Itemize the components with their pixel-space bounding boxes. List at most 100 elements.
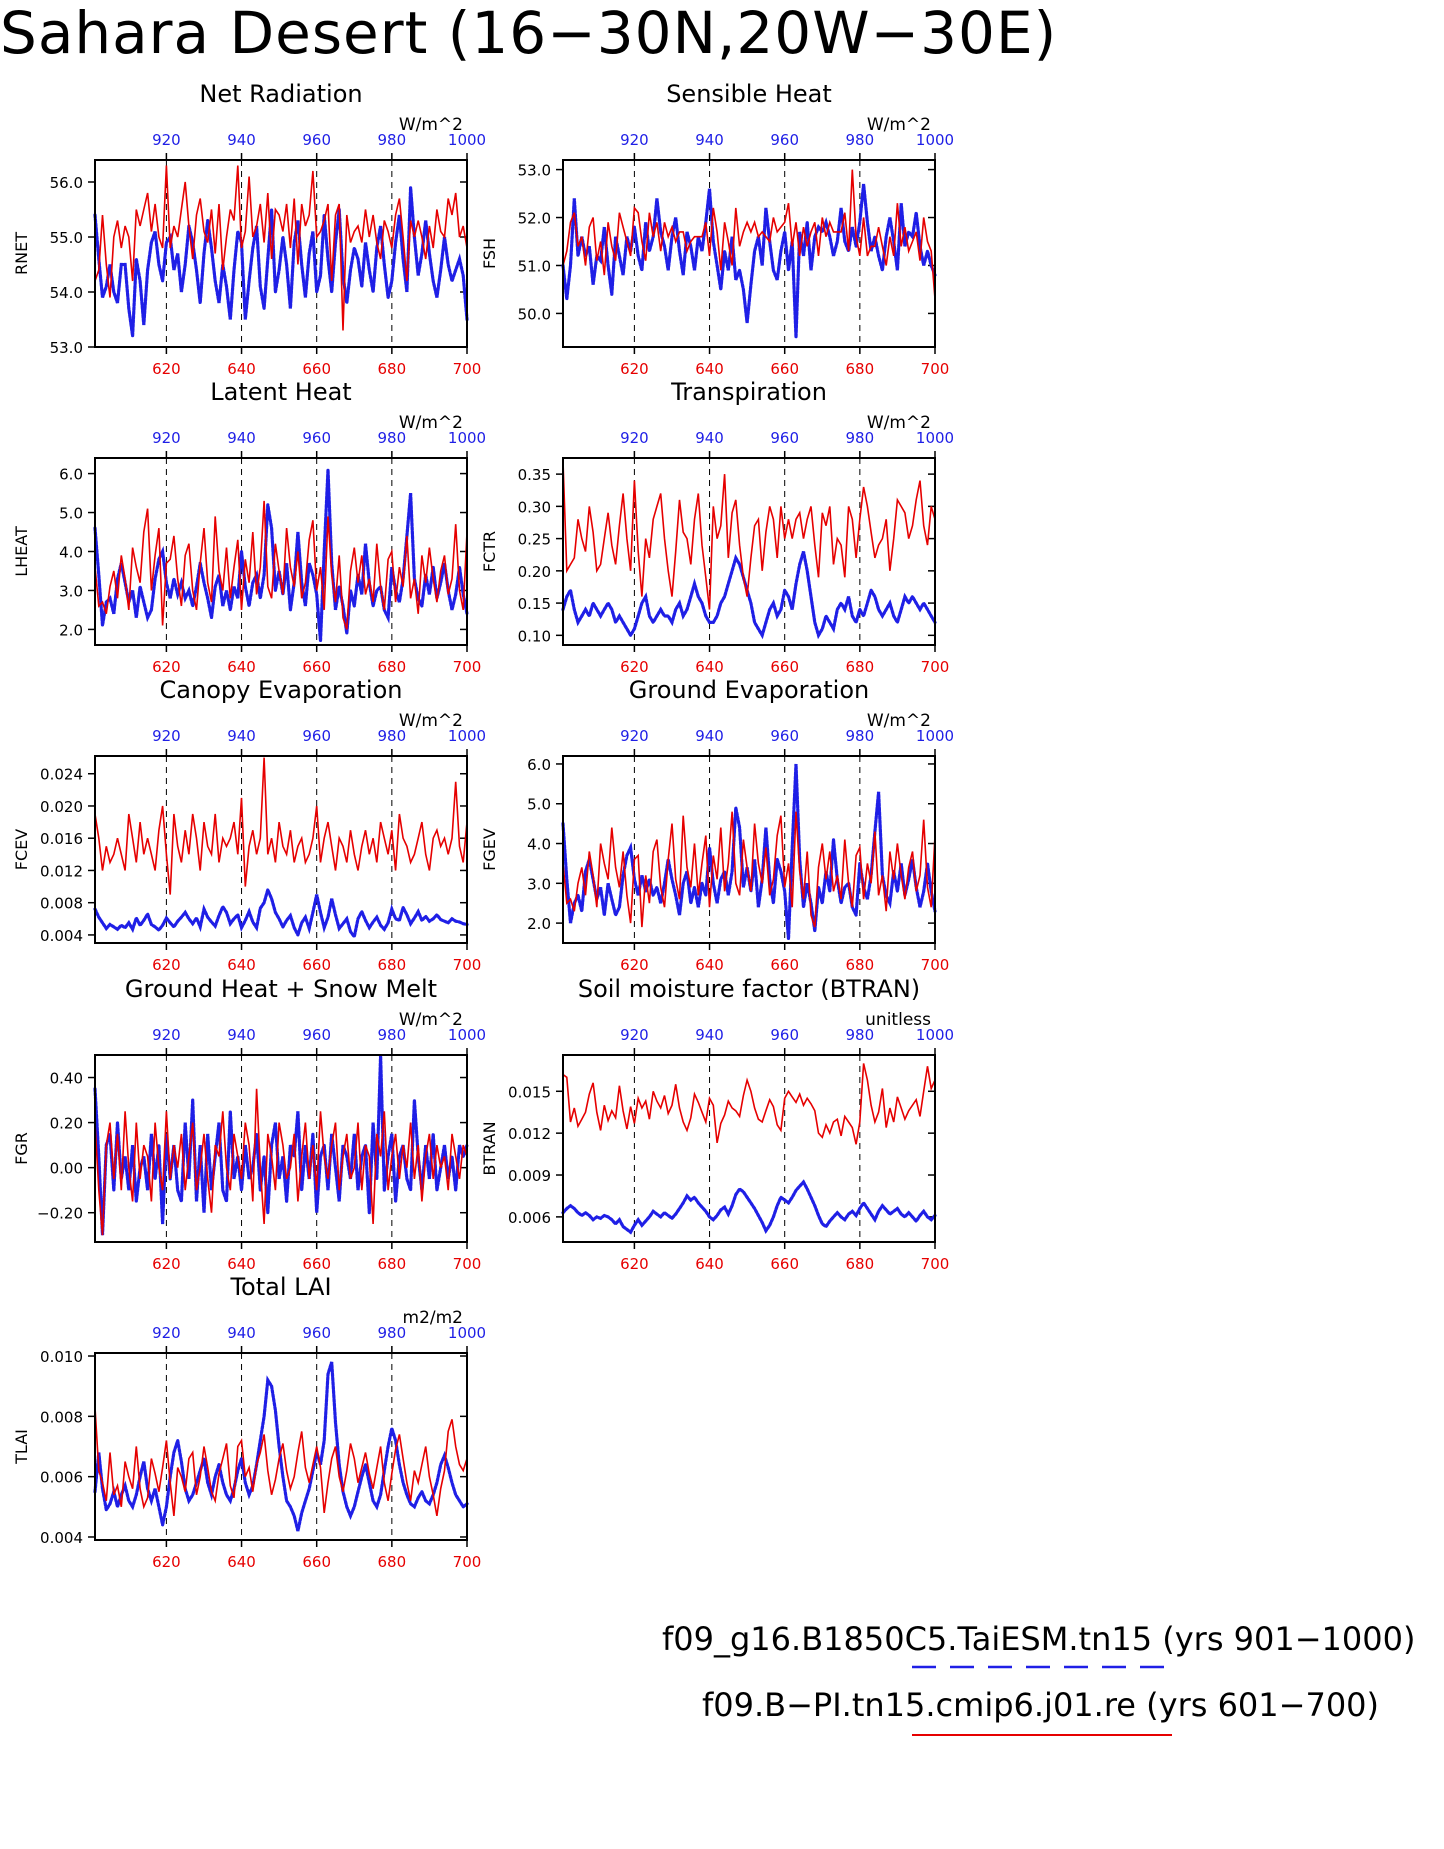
chart-panel-2: Sensible Heat W/m^2 50.0 51.0 52.0 53.0 FSH 620… [480,80,954,378]
y-tick-label: 2.0 [59,621,83,639]
chart-panel-5: Canopy Evaporation W/m^2 0.004 0.008 0.012 0.… [12,676,486,974]
x-tick-label-top: 940 [695,1026,724,1044]
x-tick-label-top: 1000 [448,429,486,447]
x-tick-label-top: 940 [227,1324,256,1342]
x-tick-label-top: 980 [378,1026,407,1044]
plot-frame [562,457,936,646]
x-tick-label-top: 1000 [448,1324,486,1342]
plot-frame [94,755,468,944]
y-tick-label: 52.0 [518,210,551,228]
series-line-red [94,1088,468,1236]
x-tick-label-bottom: 660 [770,658,799,676]
x-tick-label-bottom: 660 [302,658,331,676]
chart-panel-3: Latent Heat W/m^2 2.0 3.0 4.0 5.0 6.0 LHEAT 620 6… [12,378,486,676]
units-label: W/m^2 [399,115,463,135]
units-label: unitless [865,1010,931,1030]
y-tick-label: 0.30 [518,498,551,516]
y-tick-label: 0.40 [50,1070,83,1088]
x-tick-label-top: 960 [302,1324,331,1342]
x-tick-label-bottom: 620 [152,1255,181,1273]
y-tick-label: 56.0 [50,174,83,192]
x-tick-label-bottom: 700 [921,1255,950,1273]
y-axis-label: LHEAT [12,526,31,577]
chart-panel-1: Net Radiation W/m^2 53.0 54.0 55.0 56.0 RNET 62… [12,80,486,378]
y-tick-label: 0.35 [518,466,551,484]
x-tick-label-top: 940 [227,131,256,149]
x-tick-label-bottom: 660 [770,360,799,378]
x-tick-label-top: 960 [302,429,331,447]
units-label: W/m^2 [867,711,931,731]
x-tick-label-top: 960 [770,727,799,745]
x-tick-label-bottom: 660 [302,1255,331,1273]
y-tick-label: 4.0 [59,544,83,562]
y-tick-label: 0.009 [508,1167,551,1185]
x-tick-label-top: 920 [620,727,649,745]
x-tick-label-bottom: 620 [620,956,649,974]
plot-frame [562,1054,936,1243]
x-tick-label-top: 940 [695,131,724,149]
chart-panel-7: Ground Heat + Snow Melt W/m^2 −0.20 0.00 0.2… [12,975,486,1273]
x-tick-label-top: 1000 [448,131,486,149]
chart-title: Ground Heat + Snow Melt [125,975,437,1003]
y-tick-label: 0.008 [40,1408,83,1426]
x-tick-label-bottom: 660 [770,1255,799,1273]
x-tick-label-bottom: 640 [227,956,256,974]
y-tick-label: 0.20 [50,1115,83,1133]
y-tick-label: 3.0 [59,582,83,600]
x-tick-label-bottom: 640 [695,1255,724,1273]
x-tick-label-bottom: 700 [453,956,482,974]
x-tick-label-top: 980 [846,131,875,149]
y-tick-label: 0.004 [40,927,83,945]
series-line-red [94,1407,468,1517]
y-axis-label: RNET [12,232,31,275]
y-tick-label: 0.015 [508,1083,551,1101]
units-label: W/m^2 [867,115,931,135]
x-tick-label-top: 960 [770,131,799,149]
series-line-blue [93,187,469,337]
y-axis-label: FGEV [480,828,499,871]
x-tick-label-bottom: 680 [378,658,407,676]
x-tick-label-bottom: 680 [846,1255,875,1273]
y-tick-label: 0.20 [518,563,551,581]
y-tick-label: 0.10 [518,627,551,645]
legend-label-red: f09.B−PI.tn15.cmip6.j01.re (yrs 601−700) [702,1686,1380,1724]
x-tick-label-bottom: 680 [378,1553,407,1571]
units-label: W/m^2 [867,413,931,433]
x-tick-label-top: 940 [227,429,256,447]
y-tick-label: 0.012 [40,862,83,880]
x-tick-label-top: 920 [152,131,181,149]
x-tick-label-top: 980 [378,1324,407,1342]
plot-frame [562,159,936,348]
x-tick-label-top: 980 [846,429,875,447]
x-tick-label-bottom: 640 [227,1553,256,1571]
x-tick-label-top: 1000 [916,429,954,447]
y-tick-label: 0.016 [40,830,83,848]
y-tick-label: 0.010 [40,1348,83,1366]
x-tick-label-bottom: 660 [770,956,799,974]
x-tick-label-top: 980 [378,429,407,447]
y-tick-label: 2.0 [527,915,551,933]
x-tick-label-bottom: 620 [620,1255,649,1273]
x-tick-label-bottom: 680 [378,956,407,974]
y-tick-label: 6.0 [527,756,551,774]
x-tick-label-top: 920 [152,727,181,745]
x-tick-label-bottom: 640 [227,1255,256,1273]
plot-frame [94,457,468,646]
x-tick-label-bottom: 680 [846,658,875,676]
x-tick-label-bottom: 620 [620,658,649,676]
chart-panel-4: Transpiration W/m^2 0.10 0.15 0.20 0.25 0.30 0.… [480,378,954,676]
x-tick-label-bottom: 640 [227,658,256,676]
legend-label-blue: f09_g16.B1850C5.TaiESM.tn15 (yrs 901−100… [662,1620,1416,1658]
x-tick-label-top: 920 [620,131,649,149]
y-tick-label: 5.0 [59,505,83,523]
x-tick-label-bottom: 620 [152,956,181,974]
x-tick-label-top: 940 [227,727,256,745]
x-tick-label-bottom: 700 [921,360,950,378]
x-tick-label-bottom: 700 [453,658,482,676]
x-tick-label-top: 1000 [916,131,954,149]
x-tick-label-top: 940 [227,1026,256,1044]
series-line-blue [93,885,469,941]
x-tick-label-bottom: 680 [846,360,875,378]
series-line-blue [561,763,937,940]
y-tick-label: 53.0 [50,339,83,357]
